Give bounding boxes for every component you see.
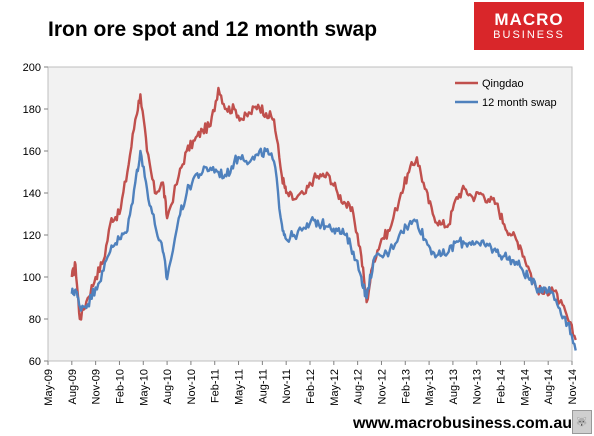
x-tick-label: May-13 [424,369,436,406]
y-tick-label: 120 [23,230,41,242]
x-tick-label: May-12 [329,369,341,406]
x-tick-label: Aug-14 [543,369,555,404]
y-tick-label: 100 [23,272,41,284]
x-tick-label: Nov-12 [376,369,388,404]
series-line-12-month-swap [70,147,577,351]
legend-label: Qingdao [482,78,524,90]
series-line-qingdao [70,86,577,341]
x-tick-label: Feb-14 [496,369,508,404]
y-tick-label: 60 [29,356,41,368]
x-tick-label: Feb-10 [114,369,126,404]
series-layer [70,86,577,351]
x-tick-label: Feb-11 [210,369,222,403]
y-tick-label: 160 [23,146,41,158]
y-tick-label: 200 [23,62,41,74]
x-tick-label: Nov-10 [186,369,198,404]
plot-area [47,66,573,362]
x-tick-label: Feb-13 [400,369,412,404]
logo-line1: MACRO [494,10,564,29]
macrobusiness-logo: MACRO BUSINESS [474,2,584,50]
x-tick-label: May-14 [519,369,531,406]
x-tick-label: Nov-09 [91,369,103,404]
x-tick-label: Feb-12 [305,369,317,404]
x-tick-label: Aug-10 [162,369,174,404]
x-tick-label: Aug-09 [67,369,79,404]
x-tick-label: Aug-11 [257,369,269,404]
y-axis: 60 80 100 120 140 160 180 200 [23,62,48,368]
x-tick-label: Aug-12 [353,369,365,404]
x-tick-label: May-10 [138,369,150,406]
x-tick-label: Nov-13 [472,369,484,404]
y-tick-label: 180 [23,104,41,116]
y-tick-label: 80 [29,314,41,326]
x-tick-label: Nov-11 [281,369,293,404]
x-tick-label: Nov-14 [567,369,579,404]
wolf-logo-icon: 🐺 [572,410,592,434]
legend: Qingdao 12 month swap [455,78,557,109]
footer-url[interactable]: www.macrobusiness.com.au [352,415,572,432]
x-axis: May-09 Aug-09 Nov-09 Feb-10 May-10 Aug-10 Nov-… [43,361,579,406]
y-tick-label: 140 [23,188,41,200]
x-tick-label: May-11 [234,369,246,405]
legend-label: 12 month swap [482,97,557,109]
x-tick-label: Aug-13 [448,369,460,404]
logo-line2: BUSINESS [493,29,565,41]
page-title: Iron ore spot and 12 month swap [48,18,378,41]
x-tick-label: May-09 [43,369,55,406]
